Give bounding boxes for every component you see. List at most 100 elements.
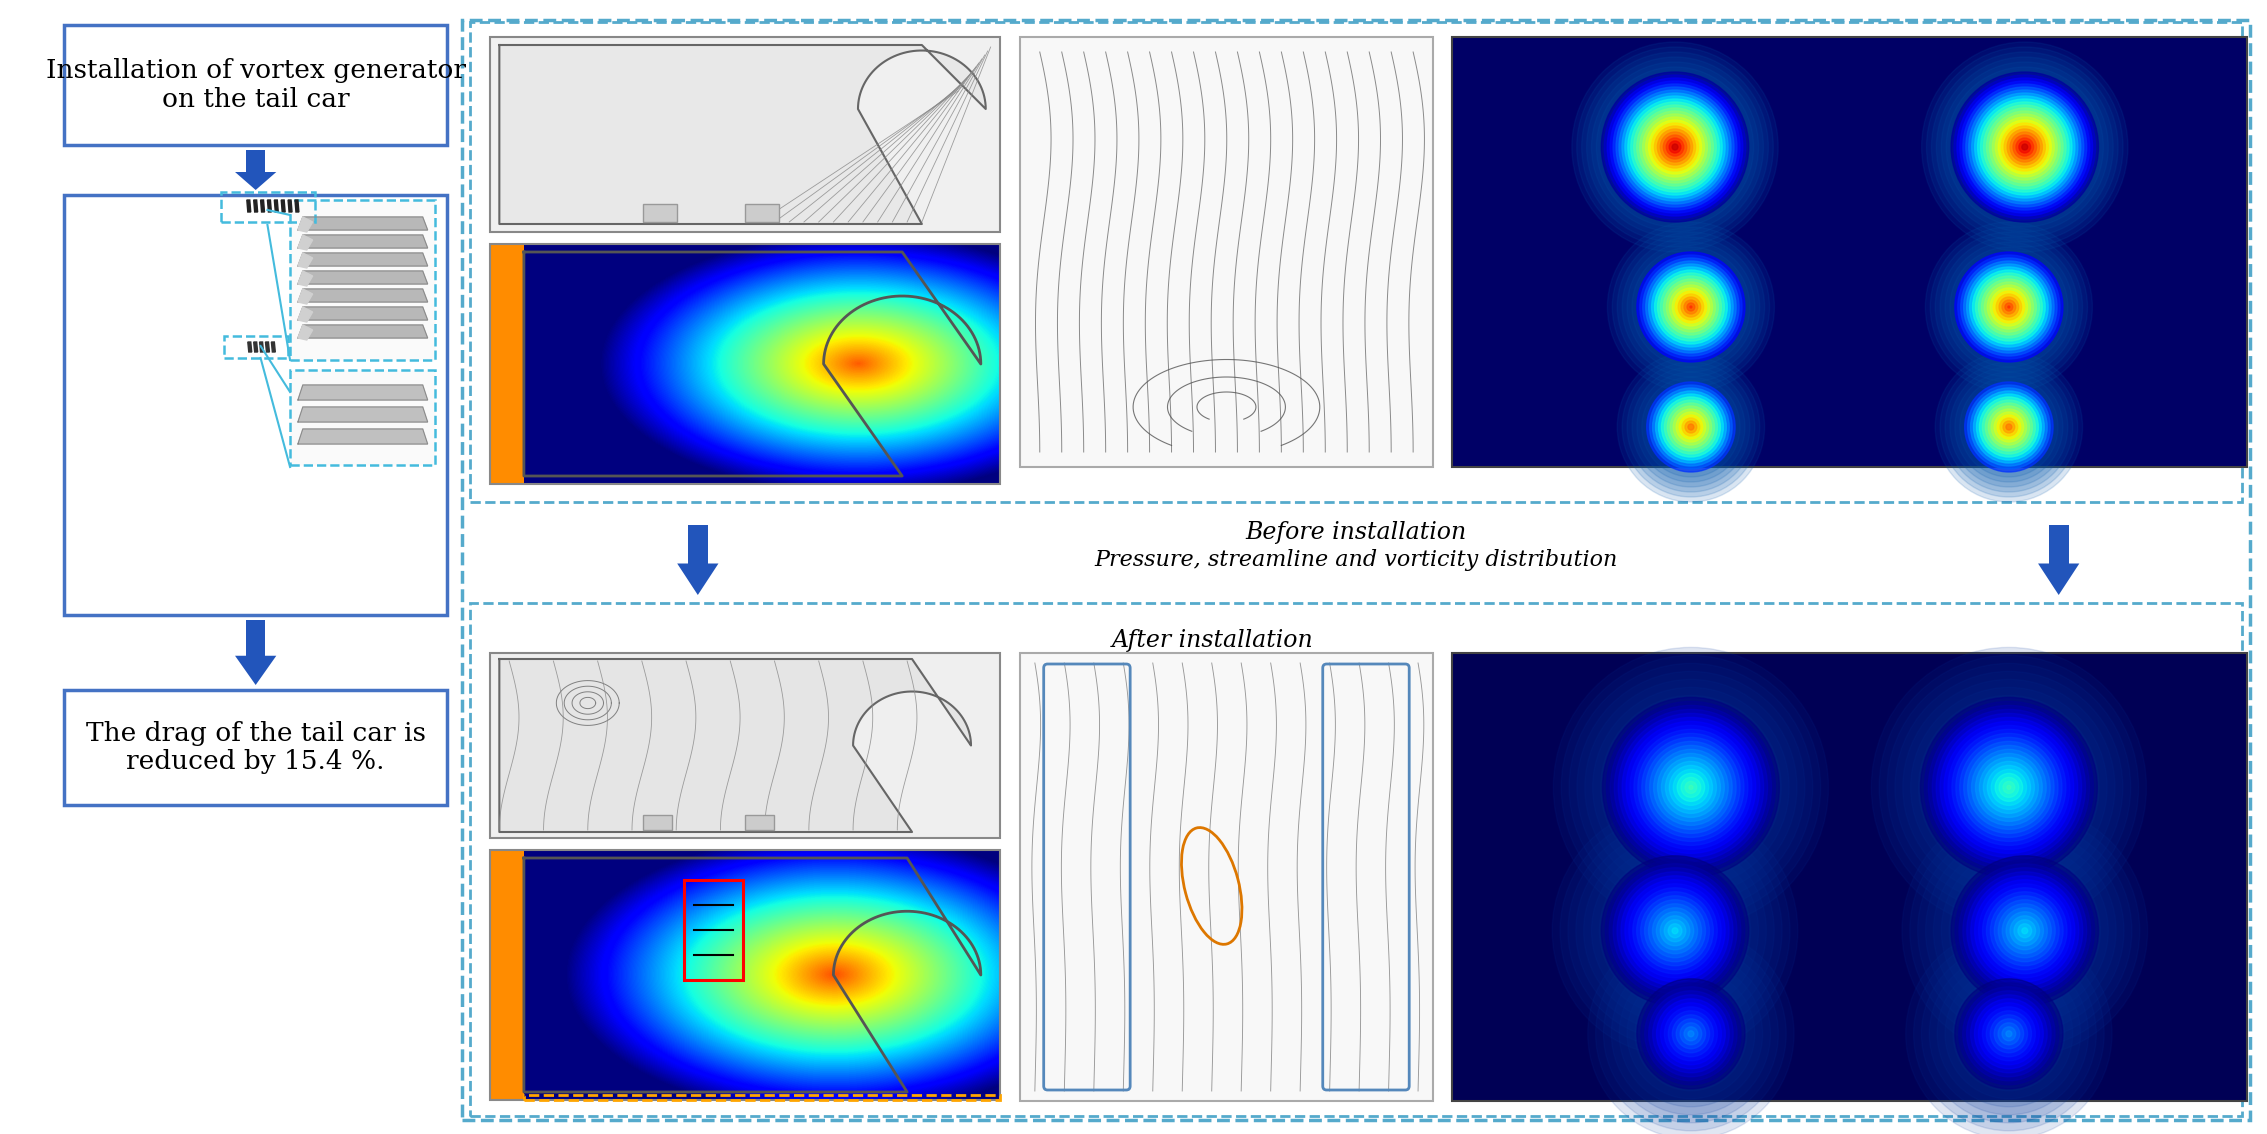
Circle shape <box>1986 891 2063 970</box>
Circle shape <box>1637 979 1746 1089</box>
Circle shape <box>1936 57 2113 237</box>
Bar <box>746 204 780 222</box>
Circle shape <box>1671 406 1712 448</box>
Circle shape <box>1981 279 2036 335</box>
Circle shape <box>1936 713 2081 862</box>
Circle shape <box>1963 84 2086 210</box>
Circle shape <box>1553 648 1829 928</box>
Bar <box>1020 37 1433 467</box>
Circle shape <box>1986 1010 2031 1057</box>
Circle shape <box>1601 71 1748 222</box>
Circle shape <box>1639 255 1741 359</box>
Circle shape <box>1607 78 1743 215</box>
Bar <box>469 603 2242 1116</box>
Circle shape <box>1929 705 2090 870</box>
Circle shape <box>2006 912 2043 950</box>
Circle shape <box>1682 778 1700 797</box>
Circle shape <box>1653 907 1698 954</box>
Circle shape <box>2004 421 2015 433</box>
Circle shape <box>1648 120 1703 174</box>
Polygon shape <box>122 215 410 249</box>
Circle shape <box>2002 1026 2015 1041</box>
Polygon shape <box>247 342 252 352</box>
Circle shape <box>1641 737 1741 837</box>
Circle shape <box>1612 227 1771 387</box>
Circle shape <box>1569 663 1814 912</box>
Circle shape <box>1578 46 1773 247</box>
Text: After installation: After installation <box>1113 629 1315 652</box>
Polygon shape <box>297 307 428 320</box>
Circle shape <box>1614 84 1737 210</box>
Circle shape <box>1610 864 1741 998</box>
Circle shape <box>1669 141 1680 153</box>
Circle shape <box>1582 52 1768 242</box>
Polygon shape <box>268 200 272 212</box>
Polygon shape <box>261 200 265 212</box>
Circle shape <box>1637 108 1714 186</box>
Circle shape <box>1596 67 1755 227</box>
Circle shape <box>1616 232 1764 382</box>
Circle shape <box>1673 928 1678 933</box>
Polygon shape <box>297 307 313 322</box>
Bar <box>224 336 288 358</box>
Circle shape <box>1614 868 1737 993</box>
Circle shape <box>1993 291 2024 323</box>
Polygon shape <box>499 659 970 832</box>
Polygon shape <box>245 150 265 172</box>
Circle shape <box>1687 303 1696 311</box>
Circle shape <box>1605 860 1746 1001</box>
Circle shape <box>1988 285 2031 329</box>
Bar <box>290 370 435 465</box>
Circle shape <box>1653 388 1730 466</box>
Circle shape <box>2004 781 2015 794</box>
Circle shape <box>1635 976 1748 1091</box>
Polygon shape <box>297 386 428 400</box>
Circle shape <box>2006 786 2011 789</box>
Circle shape <box>2013 135 2036 159</box>
Circle shape <box>1984 282 2033 332</box>
Circle shape <box>1945 721 2074 854</box>
Circle shape <box>1648 904 1703 958</box>
Circle shape <box>1952 856 2099 1006</box>
Circle shape <box>1945 67 2104 227</box>
Circle shape <box>1675 291 1707 323</box>
Circle shape <box>1995 1018 2024 1049</box>
Circle shape <box>1990 288 2027 325</box>
Circle shape <box>1578 671 1805 904</box>
Circle shape <box>1669 924 1682 938</box>
Circle shape <box>1990 409 2027 445</box>
Circle shape <box>1981 102 2070 192</box>
Circle shape <box>1669 285 1712 329</box>
Circle shape <box>1657 273 1725 341</box>
Circle shape <box>1997 294 2022 320</box>
Polygon shape <box>2038 564 2079 595</box>
Circle shape <box>2002 122 2049 171</box>
Circle shape <box>1628 242 1755 372</box>
Circle shape <box>1630 102 1718 192</box>
Circle shape <box>2013 920 2036 941</box>
Circle shape <box>1952 729 2065 846</box>
Circle shape <box>1925 702 2092 873</box>
Polygon shape <box>236 655 277 685</box>
Circle shape <box>1678 773 1705 802</box>
Circle shape <box>1585 679 1798 896</box>
Circle shape <box>1879 655 2138 920</box>
Circle shape <box>1646 117 1705 177</box>
Text: Before installation: Before installation <box>1245 521 1467 543</box>
Circle shape <box>1961 259 2056 356</box>
Circle shape <box>1669 1010 1714 1057</box>
Circle shape <box>1972 93 2079 201</box>
Circle shape <box>1999 418 2018 435</box>
Circle shape <box>1587 929 1793 1134</box>
Circle shape <box>1945 968 2072 1099</box>
Circle shape <box>1641 896 1709 966</box>
Circle shape <box>1644 899 1705 962</box>
Bar <box>490 244 1000 484</box>
Circle shape <box>1625 721 1755 854</box>
Circle shape <box>1941 846 2108 1016</box>
Circle shape <box>1965 382 2054 472</box>
Circle shape <box>1975 391 2045 463</box>
Polygon shape <box>295 200 299 212</box>
Circle shape <box>1632 888 1718 974</box>
Circle shape <box>1995 899 2056 962</box>
